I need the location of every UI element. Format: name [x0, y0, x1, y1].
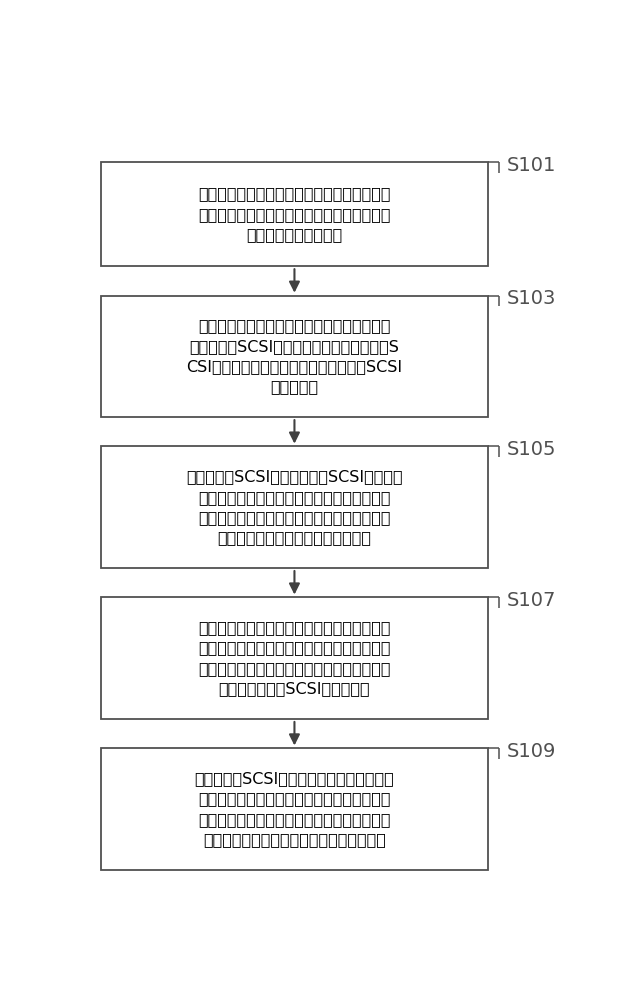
Text: 由基板管理控制器根据存储节点的温度信息确
定用于控制存储节点的风扇的工作强度的第二
指令，并将第二指令以与第一指令相同的方式
传递到串行连接SCSI扩展器芯片: 由基板管理控制器根据存储节点的温度信息确 定用于控制存储节点的风扇的工作强度的第… [198, 620, 391, 696]
Text: 由计算节点的主机总线适配器将内部集成电路
信号转化为SCSI机柜信号，并通过串行连接S
CSI数据链路发送到存储节点的串行连接SCSI
扩展器芯片: 由计算节点的主机总线适配器将内部集成电路 信号转化为SCSI机柜信号，并通过串行… [186, 318, 402, 394]
Text: S105: S105 [507, 440, 556, 459]
Text: S107: S107 [507, 591, 556, 610]
Bar [102, 748, 488, 870]
Text: 由串行连接SCSI扩展器芯片将第二指令以内
部集成电路信号的方式发送给存储节点的风扇
复杂逻辑可编程器件，使得风扇复杂逻辑可编
程器件根据第二指令来控制风扇的工: 由串行连接SCSI扩展器芯片将第二指令以内 部集成电路信号的方式发送给存储节点的… [194, 771, 394, 847]
Bar [102, 162, 488, 266]
Text: S103: S103 [507, 289, 556, 308]
Text: S101: S101 [507, 156, 556, 175]
Bar [102, 446, 488, 568]
Text: S109: S109 [507, 742, 556, 761]
Bar [102, 597, 488, 719]
Text: 由计算节点的基板管理控制器向主机总线适配
器发送用于获取存储节点的温度信息的第一指
令的内部集成电路信号: 由计算节点的基板管理控制器向主机总线适配 器发送用于获取存储节点的温度信息的第一… [198, 186, 391, 242]
Bar [102, 296, 488, 417]
Text: 由串行连接SCSI扩展器芯片从SCSI机柜信号
中解析出第一指令，通过临时内部集成电路链
路访问存储节点的传感器获得存储节点的温度
信息，并原路反馈给基板管理控: 由串行连接SCSI扩展器芯片从SCSI机柜信号 中解析出第一指令，通过临时内部集… [186, 469, 403, 545]
